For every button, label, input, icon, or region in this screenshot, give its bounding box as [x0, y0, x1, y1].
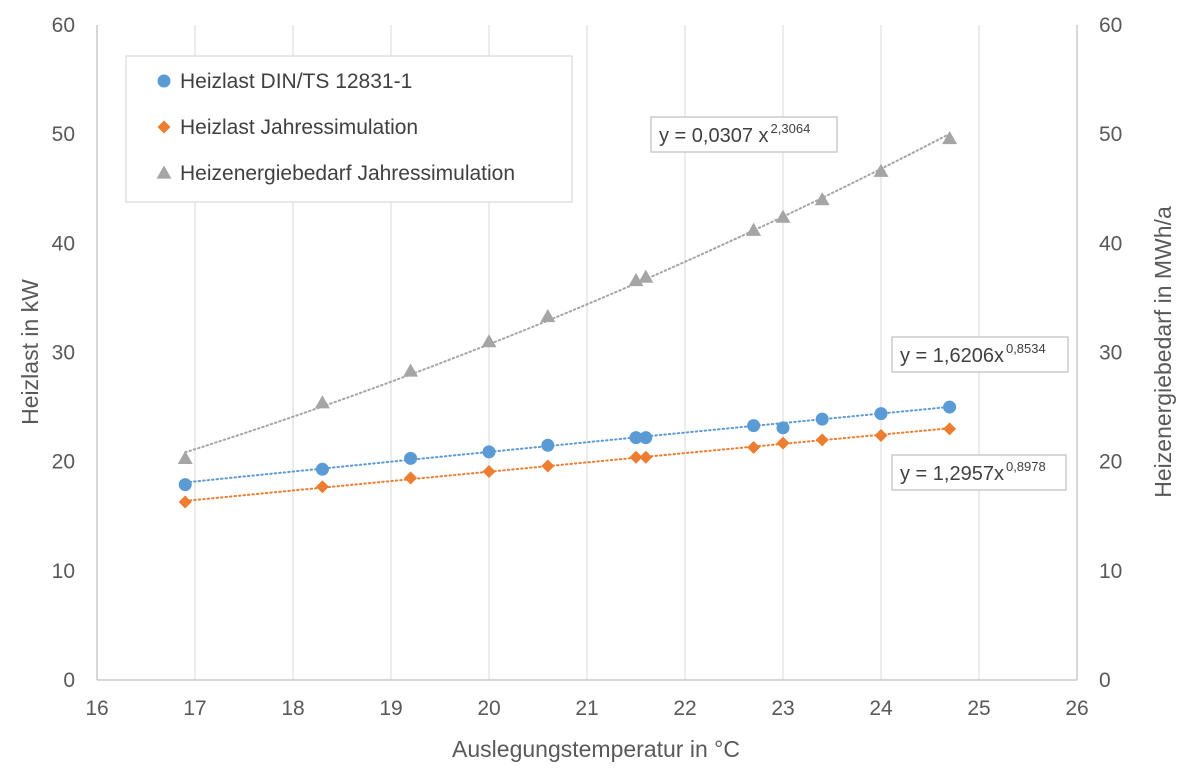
equation-exponent: 0,8978	[1006, 459, 1046, 474]
legend-marker-series-2	[157, 120, 171, 134]
y-tick-label-right: 50	[1099, 123, 1122, 146]
equation-label-series-3: y = 0,0307 x 2,3064	[659, 121, 810, 147]
marker-layer	[177, 131, 958, 509]
x-tick-label: 24	[869, 697, 893, 720]
y-tick-label-left: 50	[52, 123, 75, 146]
equation-label-series-1: y = 1,6206x 0,8534	[900, 341, 1046, 367]
data-point-series-1	[404, 451, 418, 465]
y-tick-label-left: 20	[52, 451, 75, 474]
x-tick-label: 22	[673, 697, 696, 720]
data-point-series-1	[178, 478, 192, 492]
data-point-series-3	[540, 308, 556, 323]
y-axis-title-right: Heizenergiebedarf in MWh/a	[1150, 206, 1176, 498]
legend-marker-series-3	[156, 165, 172, 179]
data-point-series-3	[746, 222, 762, 236]
data-point-series-2	[178, 495, 192, 509]
legend-marker-series-1	[157, 74, 171, 88]
x-tick-label: 18	[281, 697, 304, 720]
data-point-series-2	[315, 480, 329, 494]
x-tick-label: 20	[477, 697, 500, 720]
equation-box-series-1	[891, 336, 1069, 373]
trendline-equations: y = 1,6206x 0,8534 y = 1,2957x 0,8978 y = 0,…	[650, 116, 1069, 491]
data-point-series-1	[943, 400, 957, 414]
data-point-series-1	[874, 407, 888, 421]
data-point-series-2	[482, 464, 496, 478]
legend-label-series-1: Heizlast DIN/TS 12831-1	[180, 70, 412, 93]
y-tick-label-right: 20	[1099, 451, 1122, 474]
x-tick-label: 19	[379, 697, 402, 720]
y-tick-label-right: 60	[1099, 14, 1122, 37]
data-point-series-2	[874, 428, 888, 442]
data-point-series-1	[629, 431, 643, 445]
equation-box-series-2	[891, 454, 1067, 491]
y-tick-label-right: 0	[1099, 669, 1111, 692]
legend-label-series-2: Heizlast Jahressimulation	[180, 116, 418, 139]
equation-main: y = 1,6206x	[900, 345, 1004, 367]
y-tick-label-left: 30	[52, 342, 75, 365]
data-point-series-2	[541, 459, 555, 473]
legend-label-series-3: Heizenergiebedarf Jahressimulation	[180, 162, 515, 185]
equation-exponent: 2,3064	[771, 121, 811, 136]
legend: Heizlast DIN/TS 12831-1 Heizlast Jahressi…	[125, 55, 573, 203]
data-point-series-1	[747, 419, 761, 433]
x-tick-label: 23	[771, 697, 794, 720]
y-tick-label-left: 10	[52, 560, 75, 583]
x-tick-label: 17	[183, 697, 206, 720]
data-point-series-2	[639, 450, 653, 464]
data-point-series-3	[638, 269, 654, 283]
label-layer: Auslegungstemperatur in °C Heizlast in k…	[17, 206, 1176, 762]
data-point-series-1	[315, 462, 329, 476]
data-point-series-1	[776, 421, 790, 435]
legend-box	[125, 55, 573, 203]
data-point-series-2	[815, 433, 829, 447]
y-tick-label-left: 60	[52, 14, 75, 37]
equation-main: y = 0,0307 x	[659, 125, 769, 147]
x-tick-label: 25	[967, 697, 990, 720]
data-point-series-3	[814, 192, 830, 206]
data-point-series-1	[482, 445, 496, 459]
data-point-series-1	[541, 438, 555, 452]
data-point-series-2	[629, 450, 643, 464]
x-tick-label: 16	[85, 697, 108, 720]
data-point-series-3	[314, 395, 330, 409]
axis-layer: 16 17 18 19 20 21 22 23 24 25 26 0 10 20 30 40 50 60 0 10 20…	[52, 14, 1123, 720]
data-point-series-1	[815, 412, 829, 426]
y-tick-label-left: 40	[52, 232, 75, 255]
y-tick-label-right: 30	[1099, 342, 1122, 365]
data-point-series-3	[403, 363, 419, 377]
equation-box-series-3	[650, 116, 838, 153]
y-axis-title-left: Heizlast in kW	[17, 279, 43, 425]
y-tick-label-right: 10	[1099, 560, 1122, 583]
y-tick-label-left: 0	[63, 669, 75, 692]
data-point-series-3	[177, 450, 193, 465]
data-point-series-2	[747, 440, 761, 454]
data-point-series-1	[639, 431, 653, 445]
data-point-series-3	[775, 209, 791, 223]
data-point-series-3	[942, 131, 958, 145]
data-point-series-2	[943, 422, 957, 436]
equation-exponent: 0,8534	[1006, 341, 1046, 356]
data-point-series-3	[873, 163, 889, 177]
data-point-series-2	[776, 436, 790, 450]
x-axis-title: Auslegungstemperatur in °C	[452, 736, 740, 762]
equation-label-series-2: y = 1,2957x 0,8978	[900, 459, 1046, 485]
y-tick-label-right: 40	[1099, 232, 1122, 255]
x-tick-label: 21	[575, 697, 598, 720]
equation-main: y = 1,2957x	[900, 463, 1004, 485]
trendline-series-3	[184, 132, 951, 454]
data-point-series-2	[404, 471, 418, 485]
data-point-series-3	[481, 334, 497, 348]
x-tick-label: 26	[1065, 697, 1088, 720]
